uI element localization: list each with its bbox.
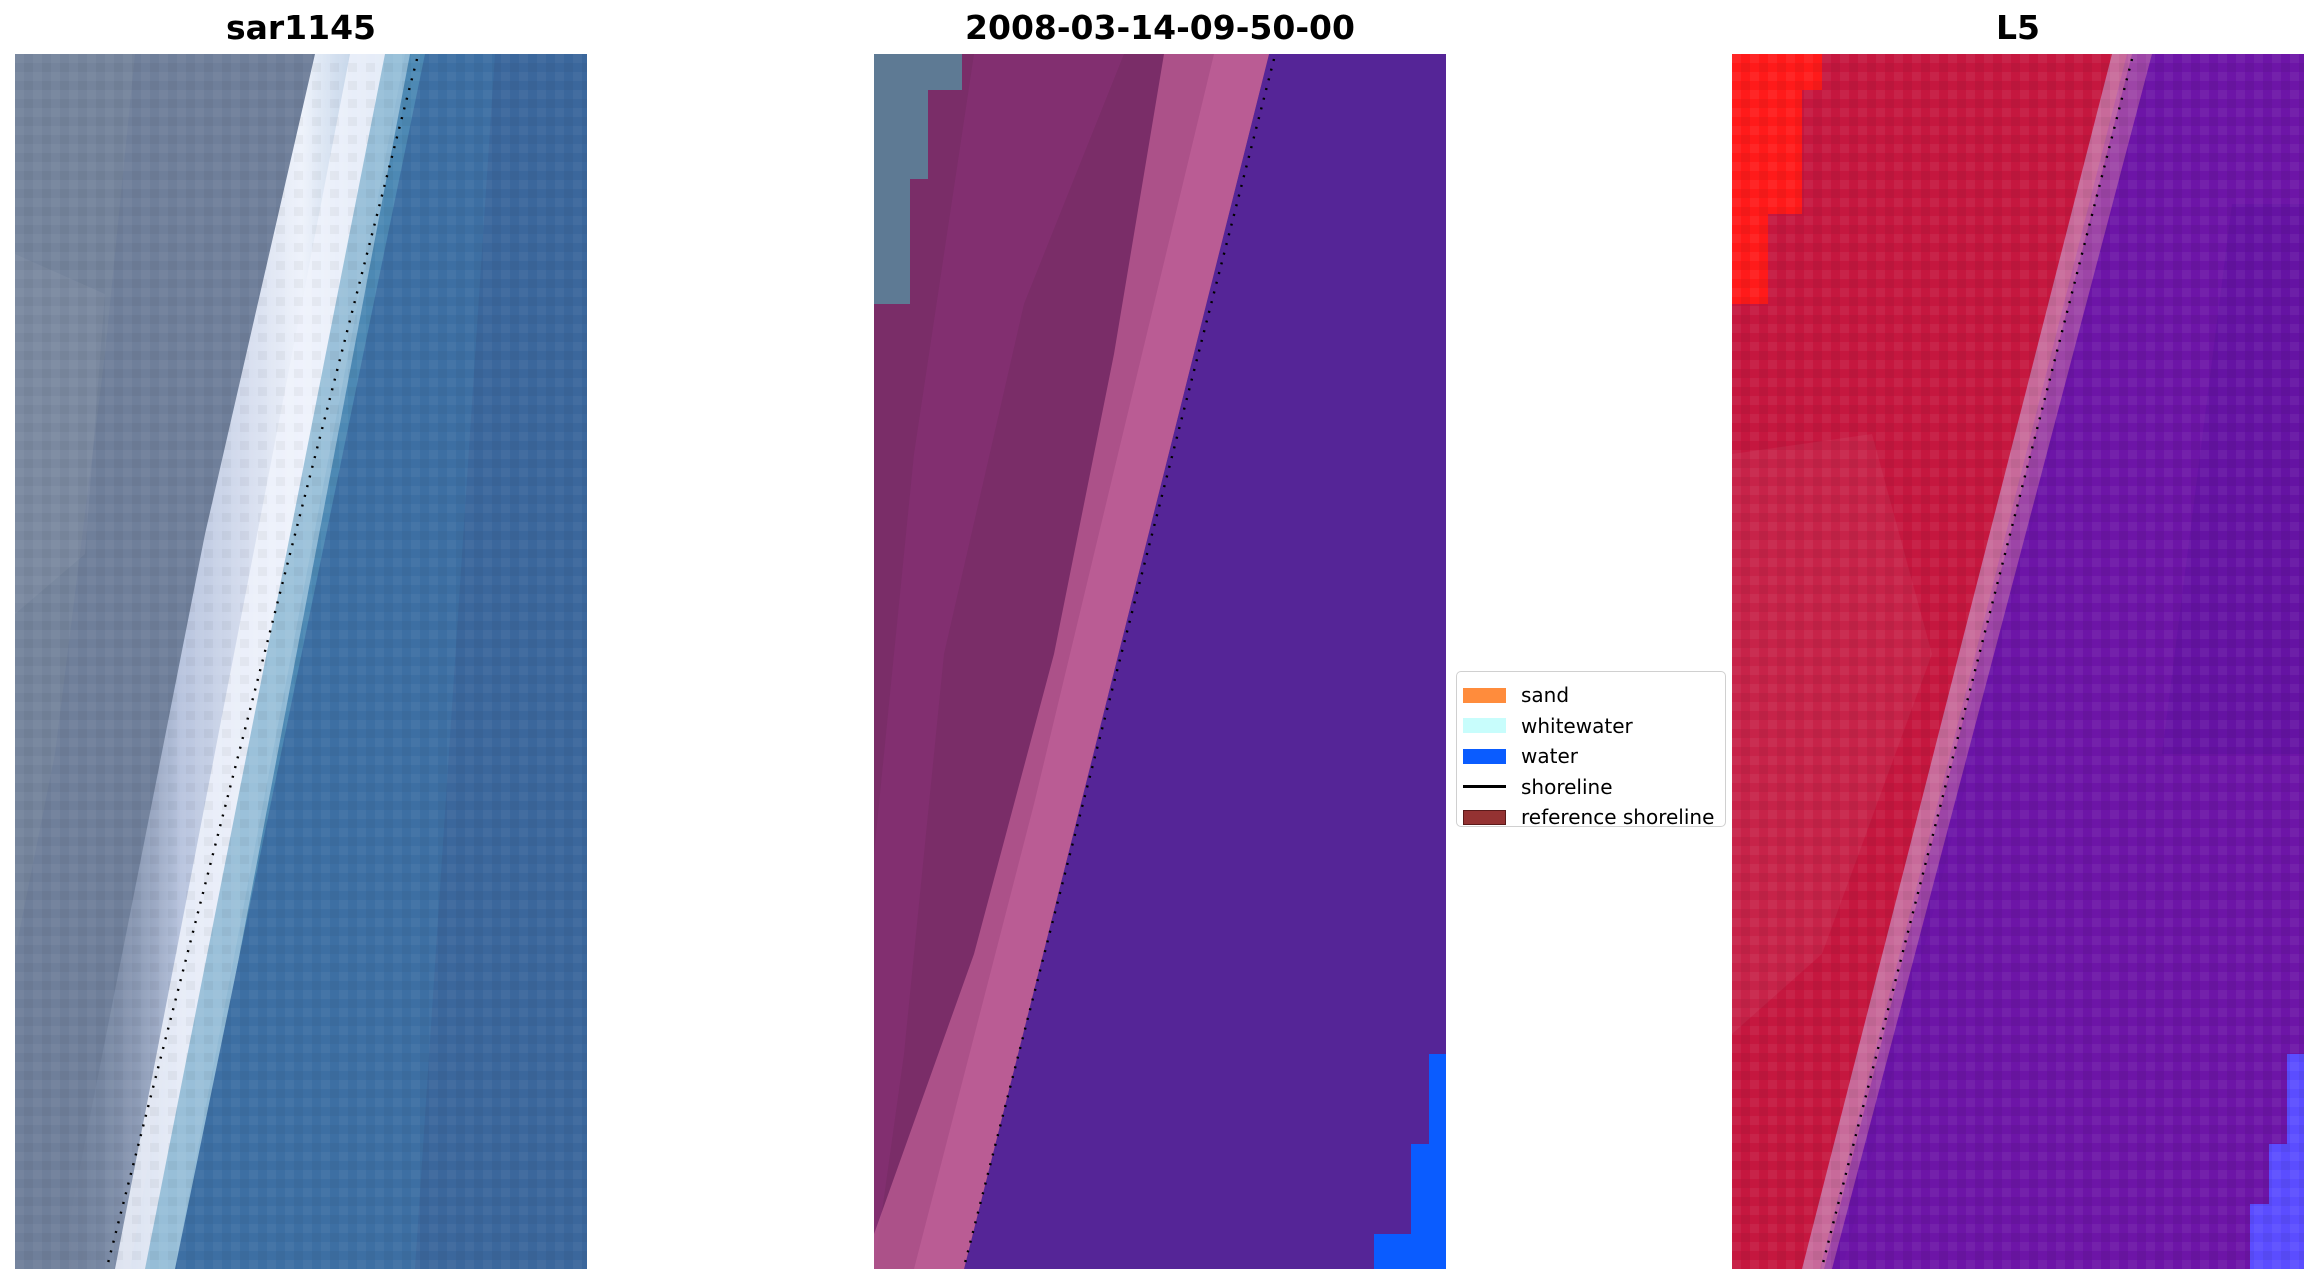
legend-swatch-sand — [1463, 687, 1506, 703]
legend-label: shoreline — [1521, 774, 1613, 799]
legend-item-sand: sand — [1463, 680, 1725, 711]
legend-label: reference shoreline — [1521, 805, 1715, 830]
rgb-image-panel — [15, 54, 587, 1269]
classification-image-panel — [874, 54, 1446, 1269]
classification-image — [874, 54, 1446, 1269]
legend-label: water — [1521, 744, 1578, 769]
ndwi-image-panel — [1732, 54, 2304, 1269]
legend-label: sand — [1521, 683, 1570, 708]
panel-title-classification: 2008-03-14-09-50-00 — [965, 8, 1355, 47]
legend-item-shoreline: shoreline — [1463, 772, 1725, 803]
legend-swatch-whitewater — [1463, 718, 1506, 734]
legend-line-shoreline — [1463, 785, 1506, 789]
panel-title-rgb: sar1145 — [225, 8, 377, 47]
rgb-image — [15, 54, 587, 1269]
panel-title-ndwi: L5 — [1996, 8, 2040, 47]
ndwi-image — [1732, 54, 2304, 1269]
legend: sand whitewater water shoreline referenc… — [1456, 671, 1726, 829]
legend-label: whitewater — [1521, 713, 1633, 738]
legend-item-water: water — [1463, 741, 1725, 772]
legend-item-reference-shoreline: reference shoreline — [1463, 802, 1725, 833]
legend-item-whitewater: whitewater — [1463, 711, 1725, 742]
legend-swatch-water — [1463, 748, 1506, 764]
legend-swatch-reference-shoreline — [1463, 809, 1506, 825]
